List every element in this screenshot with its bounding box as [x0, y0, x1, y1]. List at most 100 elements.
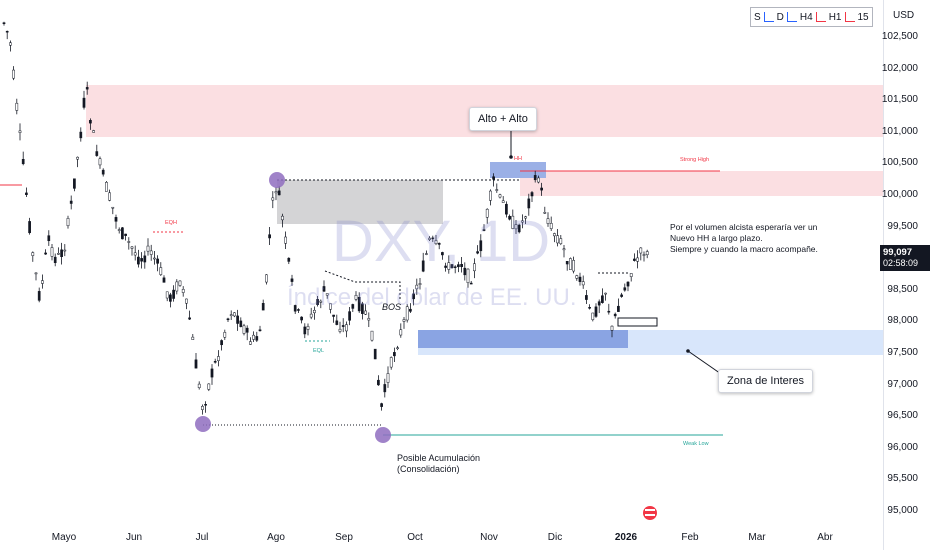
candle-body	[95, 151, 99, 156]
weak-low-label: Weak Low	[683, 441, 709, 447]
candle-body	[633, 258, 636, 261]
candle-body	[140, 258, 143, 262]
currency-label[interactable]: USD	[893, 10, 915, 21]
candle-body	[623, 287, 627, 291]
candle-body	[354, 295, 358, 300]
candle-body	[114, 217, 118, 222]
candle-body	[645, 251, 649, 256]
candle-body	[511, 215, 515, 229]
hh-zone	[490, 162, 546, 178]
candle-body	[204, 404, 207, 406]
candle-body	[396, 347, 399, 350]
callout-zona-interes: Zona de Interes	[718, 369, 814, 393]
chart-line-icon	[844, 12, 855, 22]
candle-body	[530, 192, 534, 197]
candle-body	[389, 357, 393, 368]
tf-item[interactable]: D	[776, 11, 784, 23]
acumulacion-line-2: (Consolidación)	[397, 464, 460, 474]
tf-item[interactable]: 15	[857, 11, 869, 23]
candle-body	[399, 329, 403, 336]
y-tick-label: 96,500	[887, 410, 918, 422]
candle-body	[329, 303, 332, 310]
candle-body	[437, 242, 441, 245]
tf-item[interactable]: S	[754, 11, 761, 23]
candle-body	[220, 340, 223, 346]
candle-body	[594, 306, 598, 317]
x-tick-label: Abr	[817, 532, 833, 543]
tf-item[interactable]: H1	[828, 11, 842, 23]
last-price-tag: 99,097 02:58:09	[880, 245, 930, 271]
candle-body	[79, 131, 83, 139]
candle-body	[569, 258, 572, 270]
candle-body	[281, 215, 284, 221]
candle-body	[636, 257, 639, 262]
candle-body	[41, 280, 44, 284]
candle-body	[274, 191, 278, 194]
candle-body	[466, 268, 470, 283]
candle-body	[501, 200, 505, 203]
candle-body	[31, 252, 35, 256]
y-tick-label: 100,000	[881, 189, 918, 200]
candle-body	[626, 281, 630, 287]
candle-body	[153, 257, 156, 260]
candle-body	[258, 329, 262, 332]
candle-body	[297, 309, 300, 311]
candle-body	[578, 276, 582, 282]
candle-body	[207, 383, 211, 390]
y-tick-label: 96,000	[887, 441, 918, 453]
candle-body	[92, 130, 95, 133]
candle-body	[101, 169, 105, 175]
y-tick-label: 98,000	[887, 315, 918, 327]
x-tick-label: 2026	[614, 532, 638, 543]
candle-body	[444, 265, 447, 268]
note-line-3: Siempre y cuando la macro acompañe.	[670, 244, 818, 254]
candle-body	[213, 361, 217, 363]
candle-body	[5, 30, 9, 33]
candle-body	[66, 218, 70, 227]
candle-body	[194, 359, 198, 369]
candle-body	[421, 260, 425, 272]
candle-body	[111, 206, 115, 209]
candle-body	[380, 403, 383, 407]
candle-body	[338, 328, 342, 332]
candle-body	[415, 284, 419, 290]
candle-body	[607, 310, 611, 313]
pivot-low-circle-2[interactable]	[375, 427, 391, 443]
candle-body	[492, 176, 495, 180]
y-tick-label: 102,500	[881, 31, 918, 42]
y-tick-label: 97,500	[887, 347, 918, 358]
candle-body	[85, 87, 89, 90]
callout-alto-alto: Alto + Alto	[469, 107, 537, 131]
candle-body	[233, 312, 236, 317]
pivot-high-circle[interactable]	[269, 172, 285, 188]
candle-body	[53, 256, 57, 263]
accumulation-text: Posible Acumulación (Consolidación)	[397, 453, 480, 475]
x-tick-label: Sep	[335, 532, 353, 543]
candle-body	[325, 293, 329, 296]
candle-body	[12, 69, 15, 79]
candle-body	[108, 192, 111, 201]
candle-body	[412, 293, 415, 300]
candle-body	[309, 313, 313, 318]
pivot-low-circle-1[interactable]	[195, 416, 211, 432]
candle-body	[540, 187, 543, 191]
candle-body	[98, 158, 102, 166]
candle-body	[105, 182, 108, 192]
note-text: Por el volumen alcista esperaría ver un …	[670, 222, 818, 255]
us-flag-icon[interactable]	[643, 506, 657, 520]
bos-label: BOS	[382, 302, 402, 312]
timeframe-bar: S D H4 H1 15	[750, 7, 873, 27]
x-tick-label: Mayo	[51, 532, 77, 543]
candle-body	[306, 326, 310, 330]
candle-body	[447, 262, 451, 270]
candle-body	[364, 310, 367, 315]
candle-body	[313, 309, 316, 314]
tf-item[interactable]: H4	[799, 11, 813, 23]
candle-body	[409, 308, 412, 312]
strong-high-label: Strong High	[680, 157, 710, 163]
x-tick-label: Mar	[748, 532, 766, 543]
candle-body	[572, 260, 575, 272]
chart-line-icon	[763, 12, 774, 22]
candle-body	[597, 301, 601, 306]
